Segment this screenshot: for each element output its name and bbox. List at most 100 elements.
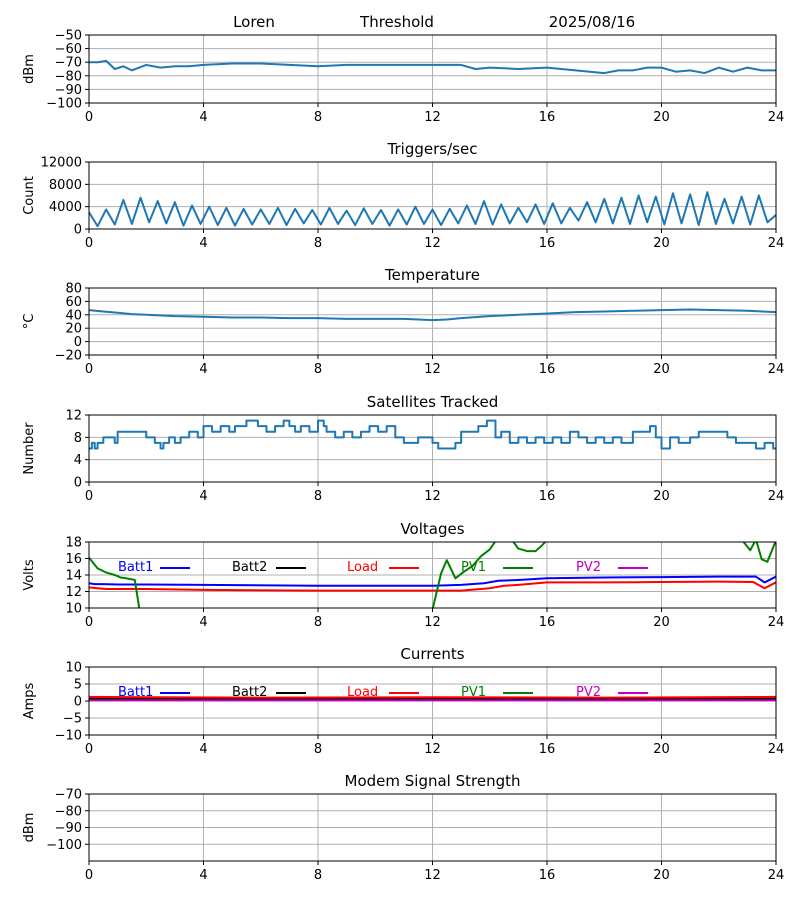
x-tick-label: 20 bbox=[653, 742, 670, 757]
series-line-pv1 bbox=[431, 542, 547, 608]
x-tick-label: 24 bbox=[768, 110, 785, 125]
x-tick-label: 8 bbox=[314, 362, 322, 377]
legend-label-load: Load bbox=[347, 560, 378, 575]
y-tick-label: −100 bbox=[46, 97, 82, 112]
x-tick-label: 8 bbox=[314, 236, 322, 251]
x-tick-label: 12 bbox=[424, 489, 441, 504]
x-tick-label: 4 bbox=[199, 742, 207, 757]
y-tick-label: 80 bbox=[65, 282, 82, 297]
x-tick-label: 20 bbox=[653, 236, 670, 251]
report-date: 2025/08/16 bbox=[549, 13, 635, 31]
y-tick-label: −90 bbox=[55, 83, 82, 98]
x-tick-label: 16 bbox=[539, 615, 556, 630]
legend-label-pv2: PV2 bbox=[576, 560, 601, 575]
chart-title: Triggers/sec bbox=[387, 140, 478, 158]
y-tick-label: −90 bbox=[55, 821, 82, 836]
y-tick-label: −5 bbox=[63, 712, 82, 727]
y-tick-label: 0 bbox=[74, 335, 82, 350]
x-tick-label: 0 bbox=[85, 742, 93, 757]
x-tick-label: 12 bbox=[424, 615, 441, 630]
series-line-load bbox=[89, 695, 776, 699]
y-tick-label: −80 bbox=[55, 69, 82, 84]
y-axis-label: Amps bbox=[22, 682, 37, 719]
legend-label-pv2: PV2 bbox=[576, 685, 601, 700]
x-tick-label: 24 bbox=[768, 742, 785, 757]
y-tick-label: −60 bbox=[55, 42, 82, 57]
legend-label-batt2: Batt2 bbox=[232, 560, 267, 575]
series-line-load bbox=[89, 580, 776, 592]
chart-title: Currents bbox=[400, 645, 464, 663]
x-tick-label: 20 bbox=[653, 868, 670, 883]
y-tick-label: 8 bbox=[74, 431, 82, 446]
y-tick-label: 10 bbox=[65, 661, 82, 676]
y-axis-label: Count bbox=[22, 176, 37, 215]
x-tick-label: 4 bbox=[199, 615, 207, 630]
y-tick-label: 5 bbox=[74, 678, 82, 693]
x-tick-label: 24 bbox=[768, 362, 785, 377]
y-axis-label: dBm bbox=[22, 813, 37, 843]
mode-label: Threshold bbox=[359, 13, 434, 31]
x-tick-label: 0 bbox=[85, 110, 93, 125]
x-tick-label: 4 bbox=[199, 489, 207, 504]
chart-title: Modem Signal Strength bbox=[345, 772, 521, 790]
x-tick-label: 12 bbox=[424, 868, 441, 883]
x-tick-label: 12 bbox=[424, 362, 441, 377]
x-tick-label: 20 bbox=[653, 362, 670, 377]
y-axis-label: dBm bbox=[22, 54, 37, 84]
x-tick-label: 16 bbox=[539, 362, 556, 377]
x-tick-label: 4 bbox=[199, 868, 207, 883]
y-tick-label: 12000 bbox=[41, 156, 82, 171]
legend-label-batt1: Batt1 bbox=[118, 685, 153, 700]
series-line-main bbox=[89, 59, 776, 75]
x-tick-label: 8 bbox=[314, 110, 322, 125]
y-axis-label: Volts bbox=[22, 559, 37, 591]
x-tick-label: 8 bbox=[314, 489, 322, 504]
x-tick-label: 0 bbox=[85, 362, 93, 377]
chart-title: Satellites Tracked bbox=[367, 393, 498, 411]
x-tick-label: 4 bbox=[199, 362, 207, 377]
y-tick-label: 16 bbox=[65, 552, 82, 567]
chart-panel-7: 0 4 8 12 16 20 24 −100 −90 −80−70 Modem Signal Str… bbox=[22, 772, 784, 883]
y-tick-label: 14 bbox=[65, 569, 82, 584]
chart-panel-4: 0 4 8 12 16 20 24 0 4 8 12 Satellites Tracked Number bbox=[22, 393, 784, 504]
y-tick-label: −50 bbox=[55, 29, 82, 44]
y-tick-label: −100 bbox=[46, 838, 82, 853]
chart-title: Temperature bbox=[384, 266, 480, 284]
series-line-pv1 bbox=[89, 557, 141, 608]
y-tick-label: 60 bbox=[65, 295, 82, 310]
x-tick-label: 4 bbox=[199, 110, 207, 125]
y-tick-label: −70 bbox=[55, 56, 82, 71]
station-name: Loren bbox=[233, 13, 275, 31]
y-tick-label: 12 bbox=[65, 409, 82, 424]
series-line-main bbox=[89, 308, 776, 322]
x-tick-label: 20 bbox=[653, 110, 670, 125]
x-tick-label: 4 bbox=[199, 236, 207, 251]
x-tick-label: 20 bbox=[653, 489, 670, 504]
x-tick-label: 12 bbox=[424, 236, 441, 251]
x-tick-label: 24 bbox=[768, 868, 785, 883]
y-tick-label: 0 bbox=[74, 695, 82, 710]
y-tick-label: 10 bbox=[65, 602, 82, 617]
legend-label-batt2: Batt2 bbox=[232, 685, 267, 700]
series-line-main bbox=[89, 419, 776, 450]
x-tick-label: 8 bbox=[314, 868, 322, 883]
y-tick-label: 0 bbox=[74, 476, 82, 491]
y-tick-label: 8000 bbox=[49, 178, 82, 193]
y-axis-label: °C bbox=[22, 314, 37, 330]
y-tick-label: 40 bbox=[65, 308, 82, 323]
y-axis-label: Number bbox=[22, 422, 37, 475]
x-tick-label: 16 bbox=[539, 110, 556, 125]
legend-label-batt1: Batt1 bbox=[118, 560, 153, 575]
x-tick-label: 8 bbox=[314, 615, 322, 630]
legend-label-pv1: PV1 bbox=[461, 560, 486, 575]
y-tick-label: 12 bbox=[65, 585, 82, 600]
x-tick-label: 24 bbox=[768, 615, 785, 630]
legend-label-pv1: PV1 bbox=[461, 685, 486, 700]
chart-title: Voltages bbox=[400, 520, 464, 538]
chart-panel-1: 0 4 8 12 16 20 24 −100−90−80−70−60−50 dBm bbox=[22, 29, 784, 126]
figure-header: Loren Threshold 2025/08/16 bbox=[233, 13, 635, 31]
x-tick-label: 12 bbox=[424, 110, 441, 125]
